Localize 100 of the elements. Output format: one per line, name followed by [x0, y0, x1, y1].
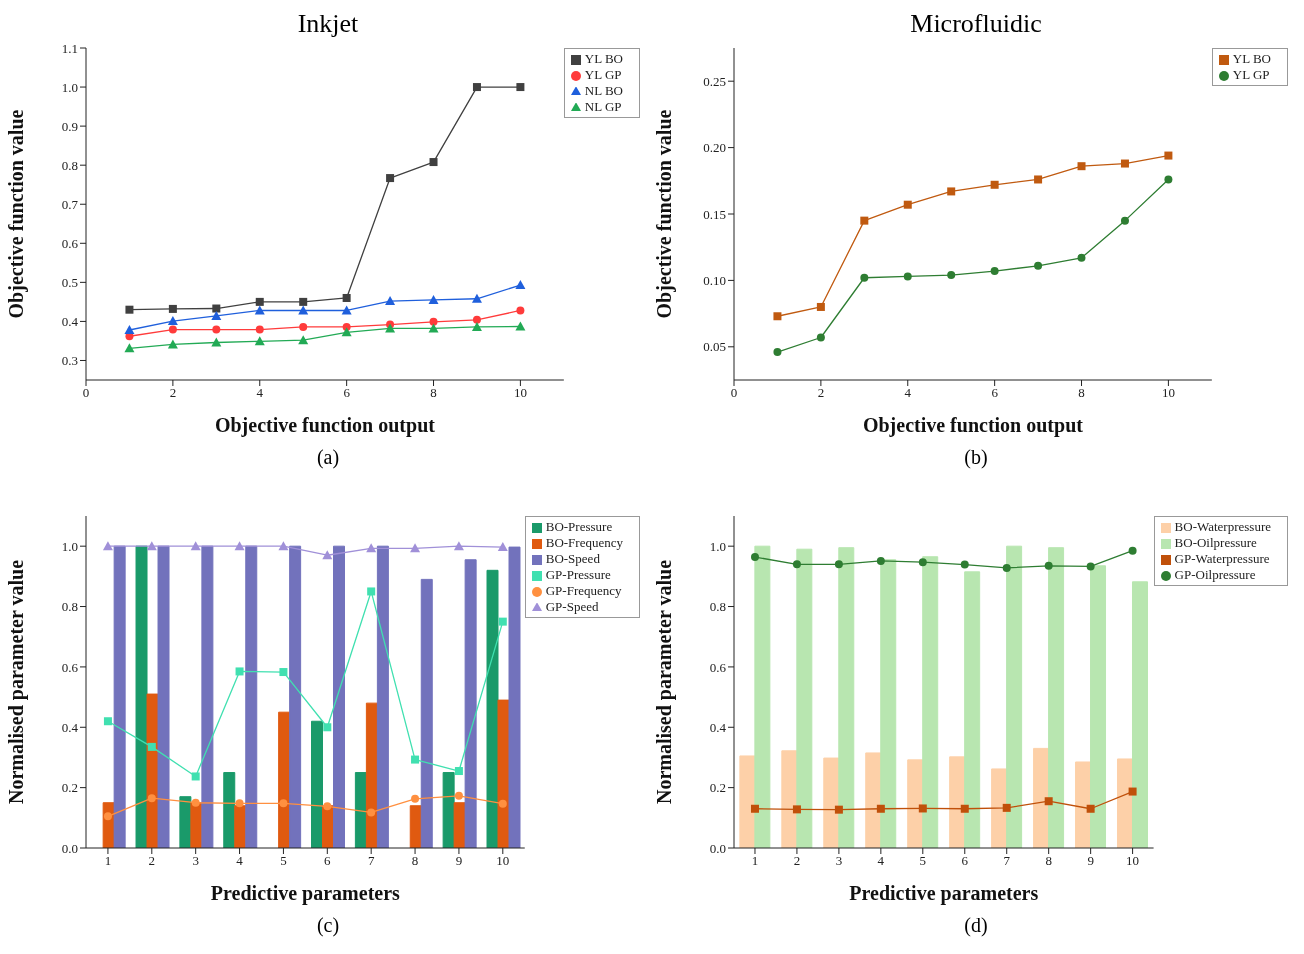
bar — [1116, 758, 1133, 848]
point — [124, 325, 135, 334]
point — [341, 305, 352, 315]
x-tick-label: 10 — [1161, 385, 1175, 401]
bar — [880, 559, 897, 848]
point — [903, 272, 912, 281]
legend-label: YL GP — [584, 67, 622, 82]
point — [323, 723, 332, 732]
point — [386, 174, 395, 183]
point — [323, 802, 332, 811]
point — [960, 560, 969, 569]
point — [254, 336, 265, 346]
x-tick-label: 7 — [1003, 853, 1011, 869]
point — [212, 304, 221, 313]
point — [411, 755, 420, 764]
y-tick-label: 0.4 — [61, 719, 79, 735]
legend-label: BO-Pressure — [545, 519, 613, 534]
point — [234, 541, 245, 551]
point — [816, 302, 825, 311]
point — [103, 717, 112, 726]
point — [876, 804, 885, 813]
point — [918, 804, 927, 813]
y-tick-label: 0.3 — [61, 353, 78, 369]
point — [1034, 175, 1043, 184]
y-tick-label: 1.0 — [709, 538, 726, 554]
point — [773, 348, 782, 357]
point — [1077, 253, 1086, 262]
point — [792, 805, 801, 814]
bar — [179, 796, 192, 848]
y-tick-label: 0.4 — [709, 719, 727, 735]
bar — [376, 545, 389, 848]
x-tick-label: 6 — [961, 853, 969, 869]
y-tick-label: 1.0 — [61, 79, 78, 95]
y-tick-label: 1.0 — [61, 538, 78, 554]
legend-label: GP-Speed — [545, 599, 599, 614]
x-tick-label: 5 — [919, 853, 927, 869]
point — [102, 541, 113, 551]
point — [876, 556, 885, 565]
bar — [781, 750, 798, 848]
point — [1120, 159, 1129, 168]
point — [515, 280, 526, 290]
bar — [135, 545, 148, 848]
y-tick-label: 0.8 — [61, 599, 78, 615]
point — [255, 325, 264, 334]
point — [1077, 162, 1086, 171]
y-tick-label: 0.0 — [709, 840, 726, 856]
legend-label: GP-Pressure — [545, 567, 611, 582]
x-tick-label: 2 — [148, 853, 156, 869]
bar — [508, 546, 521, 848]
point — [1044, 797, 1053, 806]
legend-label: BO-Waterpressure — [1174, 519, 1271, 534]
x-tick-label: 10 — [513, 385, 527, 401]
point — [960, 804, 969, 813]
x-tick-label: 3 — [192, 853, 199, 869]
point — [471, 293, 482, 303]
bar — [420, 578, 433, 848]
bar — [289, 545, 302, 848]
chart-title: Microfluidic — [910, 8, 1042, 40]
bar — [949, 756, 966, 848]
point — [1120, 216, 1129, 225]
x-tick-label: 10 — [496, 853, 510, 869]
point — [168, 304, 177, 313]
bar — [486, 569, 499, 848]
point — [1128, 546, 1137, 555]
legend-label: BO-Frequency — [545, 535, 623, 550]
bar — [991, 768, 1008, 848]
bar — [245, 545, 258, 848]
x-tick-label: 4 — [904, 385, 912, 401]
x-axis-title: Objective function output — [214, 414, 436, 437]
y-tick-label: 0.7 — [61, 196, 79, 212]
bar — [964, 571, 981, 848]
point — [385, 296, 396, 306]
point — [410, 543, 421, 553]
y-tick-label: 0.6 — [61, 659, 79, 675]
bar — [823, 757, 840, 848]
point — [341, 327, 352, 337]
point — [279, 799, 288, 808]
x-tick-label: 9 — [455, 853, 463, 869]
point — [211, 337, 222, 347]
point — [278, 541, 289, 551]
point — [1164, 151, 1173, 160]
legend-label: GP-Frequency — [545, 583, 622, 598]
bar — [739, 755, 756, 848]
x-tick-label: 6 — [991, 385, 999, 401]
point — [947, 271, 956, 280]
bar — [442, 772, 455, 848]
point — [1086, 562, 1095, 571]
point — [750, 553, 759, 562]
chart-title: Inkjet — [297, 8, 359, 40]
legend-label: BO-Oilpressure — [1174, 535, 1257, 550]
x-axis-title: Predictive parameters — [210, 882, 401, 905]
legend-label: GP-Oilpressure — [1174, 567, 1256, 582]
bar — [497, 699, 510, 848]
bar — [1048, 547, 1065, 848]
bar — [754, 545, 771, 848]
point — [235, 799, 244, 808]
point — [1164, 175, 1173, 184]
point — [167, 316, 178, 326]
x-tick-label: 0 — [730, 385, 738, 401]
x-tick-label: 2 — [793, 853, 801, 869]
